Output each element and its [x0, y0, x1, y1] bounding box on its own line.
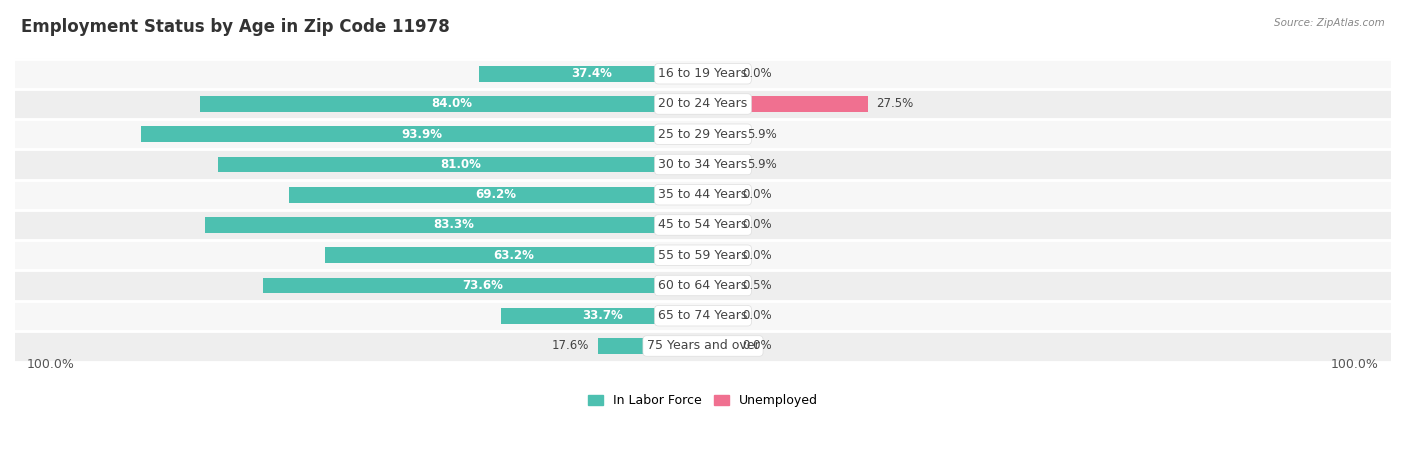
- FancyBboxPatch shape: [15, 59, 1391, 89]
- Text: 60 to 64 Years: 60 to 64 Years: [658, 279, 748, 292]
- Bar: [703, 156, 738, 172]
- Text: 84.0%: 84.0%: [432, 97, 472, 110]
- Text: 16 to 19 Years: 16 to 19 Years: [658, 67, 748, 80]
- Text: 100.0%: 100.0%: [1331, 358, 1379, 371]
- Text: 0.5%: 0.5%: [742, 279, 772, 292]
- FancyBboxPatch shape: [15, 301, 1391, 331]
- Bar: [598, 338, 703, 354]
- Legend: In Labor Force, Unemployed: In Labor Force, Unemployed: [588, 394, 818, 407]
- Text: 5.9%: 5.9%: [747, 128, 778, 141]
- Text: 17.6%: 17.6%: [551, 340, 589, 353]
- FancyBboxPatch shape: [15, 240, 1391, 270]
- Text: 37.4%: 37.4%: [571, 67, 612, 80]
- Bar: [703, 247, 733, 263]
- Text: 5.9%: 5.9%: [747, 158, 778, 171]
- Text: 63.2%: 63.2%: [494, 249, 534, 262]
- Text: 0.0%: 0.0%: [742, 218, 772, 231]
- Text: 20 to 24 Years: 20 to 24 Years: [658, 97, 748, 110]
- Bar: [205, 217, 703, 233]
- Text: 75 Years and over: 75 Years and over: [647, 340, 759, 353]
- FancyBboxPatch shape: [15, 89, 1391, 119]
- Bar: [502, 308, 703, 324]
- Text: 33.7%: 33.7%: [582, 309, 623, 322]
- Bar: [703, 278, 733, 293]
- Text: 25 to 29 Years: 25 to 29 Years: [658, 128, 748, 141]
- Text: 0.0%: 0.0%: [742, 340, 772, 353]
- Text: 45 to 54 Years: 45 to 54 Years: [658, 218, 748, 231]
- Text: 35 to 44 Years: 35 to 44 Years: [658, 188, 748, 201]
- Bar: [479, 66, 703, 82]
- FancyBboxPatch shape: [15, 179, 1391, 210]
- Bar: [703, 66, 733, 82]
- Text: 83.3%: 83.3%: [433, 218, 474, 231]
- Bar: [703, 96, 868, 112]
- Bar: [703, 338, 733, 354]
- Bar: [263, 278, 703, 293]
- Text: 0.0%: 0.0%: [742, 188, 772, 201]
- Text: 30 to 34 Years: 30 to 34 Years: [658, 158, 748, 171]
- Text: 69.2%: 69.2%: [475, 188, 516, 201]
- Text: 0.0%: 0.0%: [742, 67, 772, 80]
- Bar: [290, 187, 703, 202]
- Bar: [703, 308, 733, 324]
- Text: 0.0%: 0.0%: [742, 309, 772, 322]
- Bar: [703, 217, 733, 233]
- Text: 27.5%: 27.5%: [876, 97, 914, 110]
- Text: 93.9%: 93.9%: [402, 128, 443, 141]
- Bar: [703, 126, 738, 142]
- Text: Employment Status by Age in Zip Code 11978: Employment Status by Age in Zip Code 119…: [21, 18, 450, 36]
- Bar: [141, 126, 703, 142]
- Bar: [703, 187, 733, 202]
- FancyBboxPatch shape: [15, 119, 1391, 149]
- Text: 55 to 59 Years: 55 to 59 Years: [658, 249, 748, 262]
- Bar: [218, 156, 703, 172]
- Text: 0.0%: 0.0%: [742, 249, 772, 262]
- FancyBboxPatch shape: [15, 149, 1391, 179]
- Text: 100.0%: 100.0%: [27, 358, 75, 371]
- FancyBboxPatch shape: [15, 270, 1391, 301]
- Text: Source: ZipAtlas.com: Source: ZipAtlas.com: [1274, 18, 1385, 28]
- Bar: [325, 247, 703, 263]
- Text: 73.6%: 73.6%: [463, 279, 503, 292]
- Text: 65 to 74 Years: 65 to 74 Years: [658, 309, 748, 322]
- Bar: [201, 96, 703, 112]
- FancyBboxPatch shape: [15, 210, 1391, 240]
- FancyBboxPatch shape: [15, 331, 1391, 361]
- Text: 81.0%: 81.0%: [440, 158, 481, 171]
